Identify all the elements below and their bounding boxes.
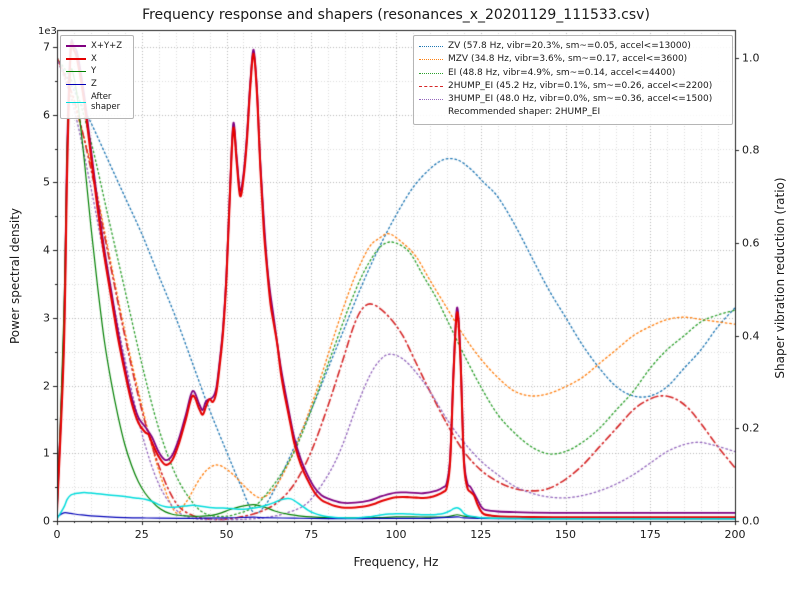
legend-line-sample-icon — [66, 101, 86, 103]
legend-item: Recommended shaper: 2HUMP_EI — [419, 107, 726, 118]
legend-line-sample-icon — [419, 46, 443, 48]
shaper-legend: ZV (57.8 Hz, vibr=20.3%, sm~=0.05, accel… — [413, 35, 733, 125]
legend-label: After shaper — [91, 91, 121, 113]
legend-label: ZV (57.8 Hz, vibr=20.3%, sm~=0.05, accel… — [448, 41, 691, 51]
recommended-shaper-text: Recommended shaper: 2HUMP_EI — [448, 107, 601, 118]
legend-line-sample-icon — [419, 72, 443, 74]
legend-label: Z — [91, 78, 97, 89]
legend-item: MZV (34.8 Hz, vibr=3.6%, sm~=0.17, accel… — [419, 54, 726, 65]
legend-item: Z — [66, 79, 127, 90]
legend-item: After shaper — [66, 92, 127, 113]
legend-item: X — [66, 54, 127, 65]
y-axis-right-label: Shaper vibration reduction (ratio) — [773, 177, 787, 379]
legend-line-sample-icon — [66, 83, 86, 85]
legend-item: ZV (57.8 Hz, vibr=20.3%, sm~=0.05, accel… — [419, 41, 726, 52]
legend-item: 3HUMP_EI (48.0 Hz, vibr=0.0%, sm~=0.36, … — [419, 94, 726, 105]
legend-line-sample-icon — [419, 59, 443, 61]
legend-line-sample-icon — [419, 99, 443, 101]
psd-legend: X+Y+Z X Y Z After shaper — [60, 35, 134, 119]
legend-item: 2HUMP_EI (45.2 Hz, vibr=0.1%, sm~=0.26, … — [419, 81, 726, 92]
legend-line-sample-icon — [66, 57, 86, 60]
legend-label: MZV (34.8 Hz, vibr=3.6%, sm~=0.17, accel… — [448, 54, 688, 65]
chart-title: Frequency response and shapers (resonanc… — [142, 7, 650, 23]
legend-label: X+Y+Z — [91, 41, 123, 51]
legend-line-sample-icon — [66, 45, 86, 48]
legend-label: X — [91, 53, 97, 64]
legend-label: EI (48.8 Hz, vibr=4.9%, sm~=0.14, accel<… — [448, 67, 676, 78]
legend-line-sample-icon — [419, 85, 443, 87]
legend-label: Y — [91, 66, 97, 77]
legend-item: EI (48.8 Hz, vibr=4.9%, sm~=0.14, accel<… — [419, 68, 726, 79]
legend-label: 3HUMP_EI (48.0 Hz, vibr=0.0%, sm~=0.36, … — [448, 94, 713, 104]
legend-line-sample-icon — [66, 71, 86, 73]
y-axis-scale-label: 1e3 — [38, 26, 57, 37]
legend-label: 2HUMP_EI (45.2 Hz, vibr=0.1%, sm~=0.26, … — [448, 80, 713, 91]
legend-item: X+Y+Z — [66, 41, 127, 52]
y-axis-left-label: Power spectral density — [8, 207, 22, 345]
legend-item: Y — [66, 66, 127, 77]
x-axis-label: Frequency, Hz — [353, 555, 439, 569]
